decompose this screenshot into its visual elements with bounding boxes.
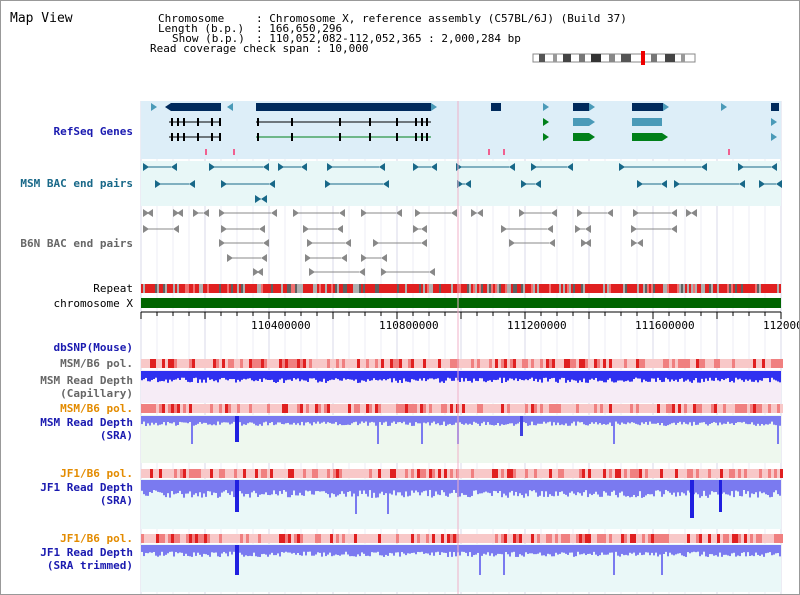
b6n-bac-features[interactable] xyxy=(143,209,697,276)
gene-block xyxy=(171,103,221,111)
chromosome-value: : Chromosome X, reference assembly (C57B… xyxy=(256,12,627,25)
read-depth-tracks[interactable] xyxy=(141,371,781,575)
track-label-b6n-bac[interactable]: B6N BAC end pairs xyxy=(20,237,133,250)
track-label-msm-depth-sra-sub: (SRA) xyxy=(99,429,133,442)
gene-block xyxy=(632,103,663,111)
track-label-msm-depth-cap-sub: (Capillary) xyxy=(60,387,133,400)
track-label-msm-b6-pol-2[interactable]: MSM/B6 pol. xyxy=(60,402,133,415)
refseq-gene-features[interactable] xyxy=(151,103,779,155)
gene-block xyxy=(256,103,431,111)
refseq-track-bg xyxy=(141,101,781,159)
chromosome-bar[interactable] xyxy=(141,298,781,308)
gene-block xyxy=(771,103,779,111)
track-label-jf1-depth-trim-sub: (SRA trimmed) xyxy=(46,559,133,572)
track-label-jf1-depth-trim[interactable]: JF1 Read Depth xyxy=(40,546,133,559)
gene-block xyxy=(491,103,501,111)
position-ruler xyxy=(140,311,782,319)
show-label: Show (b.p.) xyxy=(172,32,245,45)
length-label: Length (b.p.) xyxy=(158,22,245,35)
length-value: : 166,650,296 xyxy=(256,22,343,35)
track-label-msm-depth-cap[interactable]: MSM Read Depth xyxy=(40,374,133,387)
page-title: Map View xyxy=(10,11,73,26)
track-label-repeat[interactable]: Repeat xyxy=(93,282,133,295)
ruler-tick-label: 112000000 xyxy=(763,319,799,332)
track-label-jf1-depth-sra-sub: (SRA) xyxy=(99,494,133,507)
chromosome-label: Chromosome xyxy=(158,12,225,25)
ruler-tick-label: 110800000 xyxy=(379,319,439,332)
show-value: : 110,052,082-112,052,365 : 2,000,284 bp xyxy=(256,32,521,45)
ruler-tick-label: 111200000 xyxy=(507,319,567,332)
track-label-msm-bac[interactable]: MSM BAC end pairs xyxy=(20,177,133,190)
polymorphism-tracks[interactable] xyxy=(141,359,783,543)
repeat-track[interactable] xyxy=(141,284,781,293)
track-label-jf1-depth-sra[interactable]: JF1 Read Depth xyxy=(40,481,133,494)
ruler-tick-label: 111600000 xyxy=(635,319,695,332)
gene-block xyxy=(573,103,589,111)
track-label-jf1-b6-pol-2[interactable]: JF1/B6 pol. xyxy=(60,532,133,545)
track-label-jf1-b6-pol-1[interactable]: JF1/B6 pol. xyxy=(60,467,133,480)
track-label-refseq[interactable]: RefSeq Genes xyxy=(53,125,133,138)
track-label-dbsnp[interactable]: dbSNP(Mouse) xyxy=(53,341,133,354)
msm-bac-features[interactable] xyxy=(143,163,782,203)
coverage-span: Read coverage check span : 10,000 xyxy=(150,42,369,55)
chromosome-ideogram[interactable] xyxy=(532,51,696,65)
track-label-msm-b6-pol-1[interactable]: MSM/B6 pol. xyxy=(60,357,133,370)
ruler-tick-label: 110400000 xyxy=(251,319,311,332)
track-label-msm-depth-sra[interactable]: MSM Read Depth xyxy=(40,416,133,429)
track-label-chromosome[interactable]: chromosome X xyxy=(53,297,133,310)
